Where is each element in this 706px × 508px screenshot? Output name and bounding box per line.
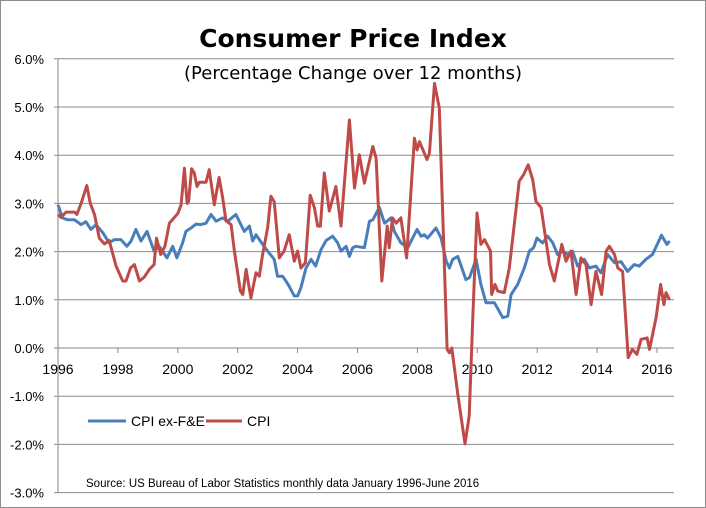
x-tick-label: 2010 bbox=[462, 361, 493, 377]
x-tick-label: 2004 bbox=[282, 361, 313, 377]
source-note: Source: US Bureau of Labor Statistics mo… bbox=[86, 478, 479, 490]
chart-title: Consumer Price Index bbox=[199, 24, 507, 53]
legend: CPI ex-F&E CPI bbox=[88, 413, 270, 429]
y-tick-label: 0.0% bbox=[14, 341, 44, 356]
x-tick-label: 2014 bbox=[582, 361, 613, 377]
chart-subtitle: (Percentage Change over 12 months) bbox=[184, 63, 522, 84]
x-tick-label: 2000 bbox=[162, 361, 193, 377]
legend-label-cpi: CPI bbox=[247, 413, 270, 429]
x-tick-label: 2016 bbox=[641, 361, 672, 377]
y-tick-label: 3.0% bbox=[14, 196, 44, 211]
x-tick-label: 1998 bbox=[102, 361, 133, 377]
x-tick-label: 2002 bbox=[222, 361, 253, 377]
x-tick-label: 2006 bbox=[342, 361, 373, 377]
y-tick-label: 2.0% bbox=[14, 245, 44, 260]
x-tick-label: 2008 bbox=[402, 361, 433, 377]
legend-label-core: CPI ex-F&E bbox=[131, 413, 205, 429]
y-tick-label: 1.0% bbox=[14, 293, 44, 308]
series-line-cpi bbox=[56, 81, 671, 446]
y-tick-label: 5.0% bbox=[14, 100, 44, 115]
y-tick-label: -3.0% bbox=[10, 486, 44, 501]
x-tick-label: 1996 bbox=[42, 361, 73, 377]
y-tick-label: 4.0% bbox=[14, 148, 44, 163]
series-line-cpi-ex-fe bbox=[56, 204, 671, 320]
y-tick-label: -1.0% bbox=[10, 389, 44, 404]
y-tick-label: 6.0% bbox=[14, 52, 44, 67]
y-tick-label: -2.0% bbox=[10, 437, 44, 452]
x-tick-label: 2012 bbox=[522, 361, 553, 377]
